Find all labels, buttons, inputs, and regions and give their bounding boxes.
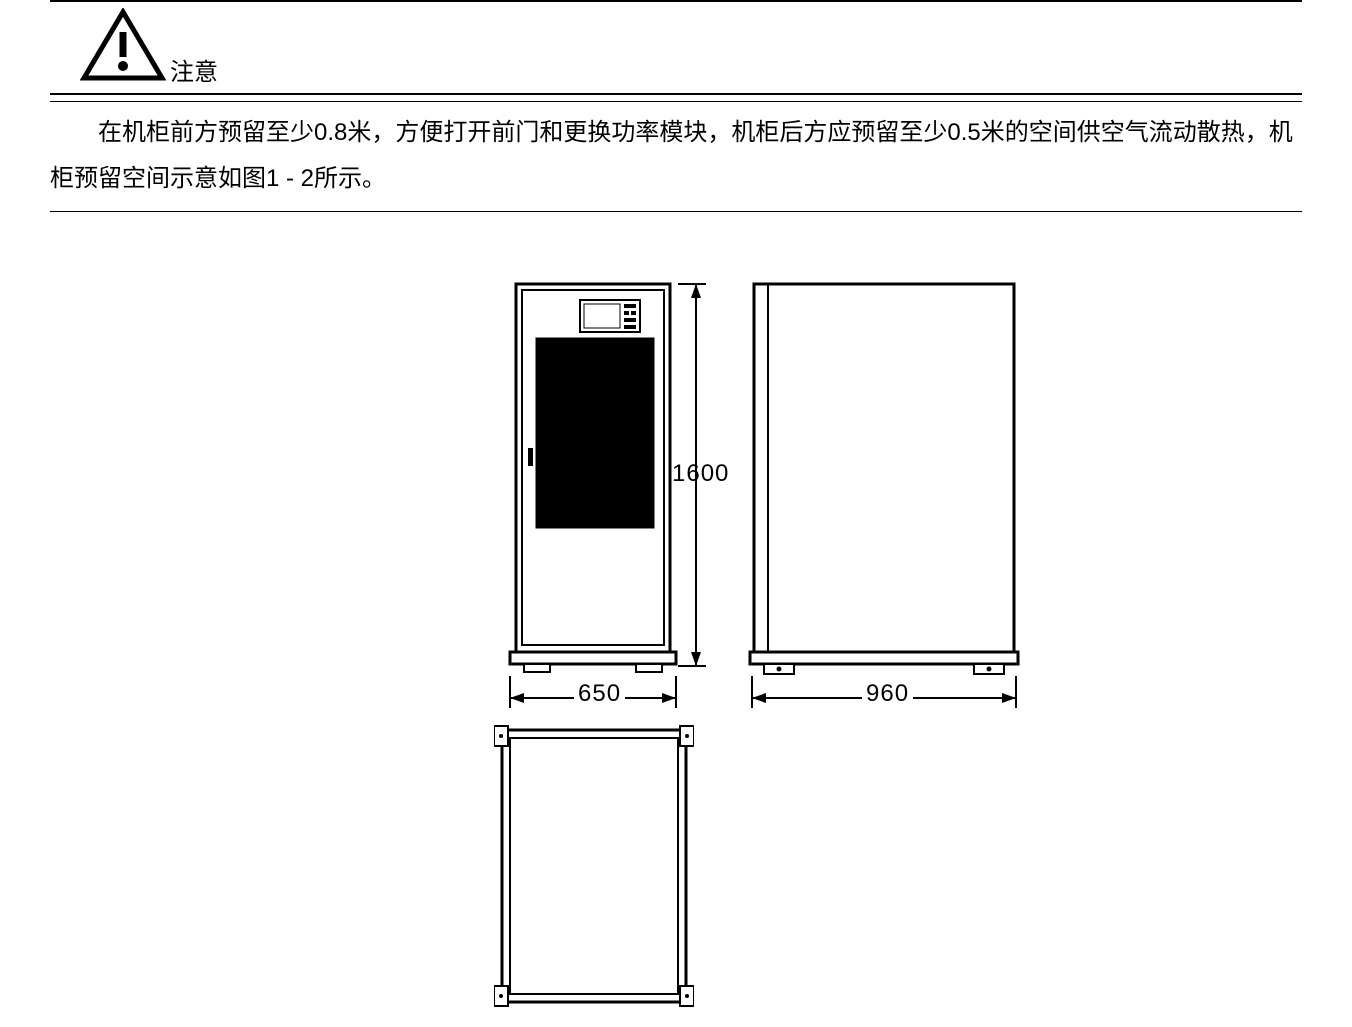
page-root: 注意 在机柜前方预留至少0.8米，方便打开前门和更换功率模块，机柜后方应预留至少… bbox=[0, 0, 1352, 1027]
cabinet-diagram: 1600 650 96 bbox=[50, 260, 1302, 1020]
top-view bbox=[494, 722, 694, 1012]
height-dim-label: 1600 bbox=[672, 460, 729, 488]
side-view bbox=[748, 282, 1020, 677]
front-view bbox=[508, 282, 678, 677]
side-width-dim-label: 960 bbox=[862, 680, 913, 708]
front-width-dim-label: 650 bbox=[574, 680, 625, 708]
warning-icon bbox=[80, 8, 166, 89]
rule-bottom bbox=[50, 211, 1302, 212]
notice-header: 注意 bbox=[50, 2, 1302, 93]
notice-label: 注意 bbox=[170, 52, 218, 89]
notice-body: 在机柜前方预留至少0.8米，方便打开前门和更换功率模块，机柜后方应预留至少0.5… bbox=[50, 102, 1302, 211]
